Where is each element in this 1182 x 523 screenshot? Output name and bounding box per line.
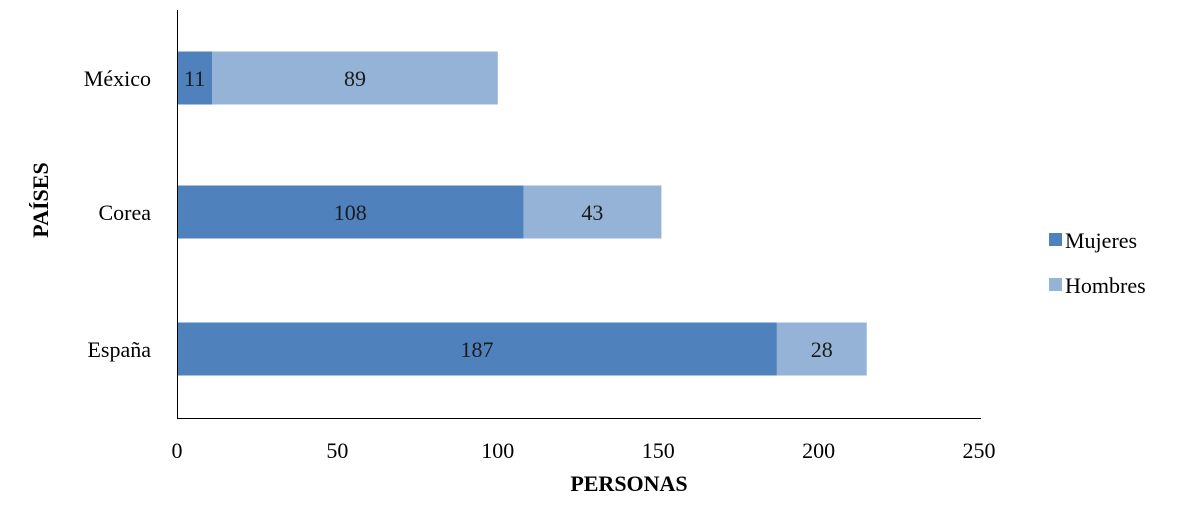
data-label: 108 <box>334 200 367 225</box>
plot-area: 11 89 108 43 187 28 <box>177 51 867 376</box>
data-label: 89 <box>344 66 366 91</box>
bar-hombres-1 <box>523 185 662 239</box>
data-label: 11 <box>184 66 205 91</box>
legend-label: Hombres <box>1065 273 1146 298</box>
x-axis-title: PERSONAS <box>570 471 687 496</box>
bar-hombres-2 <box>776 322 867 376</box>
y-tick-label: Corea <box>98 200 151 225</box>
x-tick-label: 150 <box>642 438 675 463</box>
data-label: 187 <box>460 337 493 362</box>
x-tick-labels: 0 50 100 150 200 250 <box>172 438 996 463</box>
legend-label: Mujeres <box>1065 228 1137 253</box>
x-tick-label: 200 <box>802 438 835 463</box>
x-tick-label: 100 <box>481 438 514 463</box>
y-axis-title: PAÍSES <box>28 162 53 237</box>
x-tick-label: 50 <box>326 438 348 463</box>
y-tick-label: España <box>87 337 151 362</box>
y-tick-labels: México Corea España <box>84 66 151 362</box>
x-tick-label: 250 <box>963 438 996 463</box>
bar-hombres-0 <box>212 51 498 105</box>
bar-mujeres-1 <box>177 185 524 239</box>
legend: Mujeres Hombres <box>1049 228 1146 298</box>
data-label: 43 <box>581 200 603 225</box>
bar-mujeres-2 <box>177 322 777 376</box>
data-label: 28 <box>811 337 833 362</box>
legend-swatch <box>1049 278 1062 291</box>
bar-mujeres-0 <box>177 51 213 105</box>
x-tick-label: 0 <box>172 438 183 463</box>
legend-swatch <box>1049 233 1062 246</box>
y-tick-label: México <box>84 66 151 91</box>
